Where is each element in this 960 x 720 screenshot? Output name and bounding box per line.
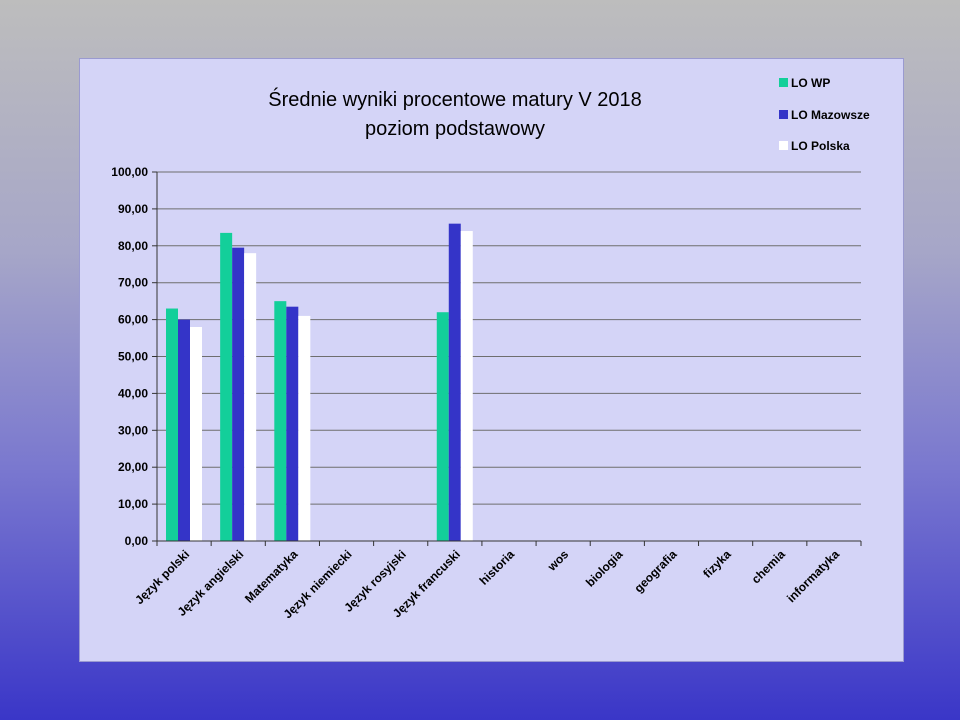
legend-label: LO Mazowsze — [791, 108, 870, 122]
x-tick-label: Język polski — [132, 547, 192, 607]
bar — [190, 326, 202, 541]
y-tick-label: 80,00 — [118, 239, 148, 253]
legend-swatch — [779, 110, 788, 119]
x-tick-label: fizyka — [700, 547, 734, 581]
x-tick-label: geografia — [631, 547, 679, 595]
legend-swatch — [779, 78, 788, 87]
x-tick-label: biologia — [583, 547, 626, 590]
bar — [178, 319, 190, 541]
bar — [220, 232, 233, 541]
y-tick-label: 10,00 — [118, 497, 148, 511]
x-tick-label: chemia — [749, 547, 788, 586]
x-tick-label: informatyka — [784, 547, 842, 605]
chart-title-line-2: poziom podstawowy — [365, 118, 545, 140]
chart-panel: Średnie wyniki procentowe matury V 2018 … — [79, 58, 904, 662]
axes — [156, 172, 861, 542]
bar — [286, 306, 299, 541]
legend-label: LO Polska — [791, 139, 850, 153]
y-tick-label: 0,00 — [125, 534, 149, 548]
bar — [436, 312, 449, 541]
y-tick-label: 90,00 — [118, 202, 148, 216]
bar — [244, 253, 257, 541]
y-tick-label: 30,00 — [118, 423, 148, 437]
bar — [232, 247, 245, 541]
y-tick-label: 100,00 — [111, 165, 148, 179]
y-tick-label: 50,00 — [118, 350, 148, 364]
gridlines — [157, 171, 861, 505]
y-tick-label: 70,00 — [118, 276, 148, 290]
x-tick-label: Matematyka — [242, 547, 301, 606]
legend: LO WP LO Mazowsze LO Polska — [779, 76, 870, 153]
y-axis-ticks: 0,00 10,00 20,00 30,00 40,00 50,00 60,00 70,00 8… — [111, 165, 157, 548]
legend-label: LO WP — [791, 76, 830, 90]
bar — [298, 315, 311, 541]
bar-chart: Średnie wyniki procentowe matury V 2018 … — [111, 76, 870, 621]
x-tick-label: historia — [477, 547, 518, 588]
x-tick-label: wos — [544, 547, 571, 574]
bars — [166, 223, 473, 542]
bar — [274, 301, 287, 541]
bar — [166, 308, 178, 541]
bar — [448, 223, 461, 541]
y-tick-label: 60,00 — [118, 313, 148, 327]
chart-title-line-1: Średnie wyniki procentowe matury V 2018 — [268, 87, 642, 111]
y-tick-label: 40,00 — [118, 386, 148, 400]
legend-swatch — [779, 141, 788, 150]
y-tick-label: 20,00 — [118, 460, 148, 474]
bar — [460, 231, 473, 542]
